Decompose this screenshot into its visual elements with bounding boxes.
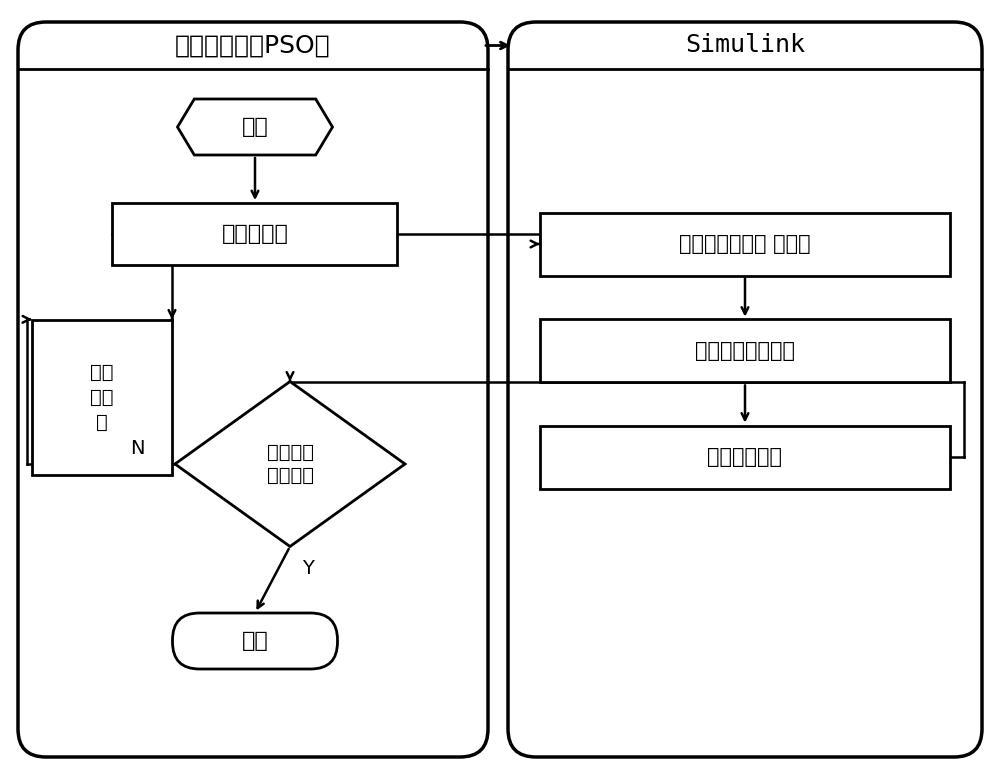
FancyBboxPatch shape [173, 613, 338, 669]
Text: 粒子
群更
新: 粒子 群更 新 [90, 362, 114, 432]
FancyBboxPatch shape [540, 213, 950, 276]
Polygon shape [175, 382, 405, 547]
Text: 结束: 结束 [242, 631, 268, 651]
FancyBboxPatch shape [32, 319, 172, 474]
Polygon shape [178, 99, 332, 155]
Text: 是否满足
终止条件: 是否满足 终止条件 [266, 442, 314, 485]
Text: 输出性能指标: 输出性能指标 [708, 447, 782, 467]
FancyBboxPatch shape [540, 425, 950, 488]
Text: Y: Y [302, 559, 314, 578]
Text: 运行控制系统模型: 运行控制系统模型 [695, 341, 795, 361]
FancyBboxPatch shape [112, 203, 397, 265]
Text: 粒子依次赋值给 Ｊ、Ｔ: 粒子依次赋值给 Ｊ、Ｔ [679, 234, 811, 254]
Text: Simulink: Simulink [685, 33, 805, 58]
Text: 粒子群算法（PSO）: 粒子群算法（PSO） [175, 33, 331, 58]
Text: 开始: 开始 [242, 117, 268, 137]
FancyBboxPatch shape [508, 22, 982, 757]
Text: 产生粒子群: 产生粒子群 [222, 224, 288, 244]
Text: N: N [130, 439, 144, 459]
FancyBboxPatch shape [18, 22, 488, 757]
FancyBboxPatch shape [540, 319, 950, 382]
